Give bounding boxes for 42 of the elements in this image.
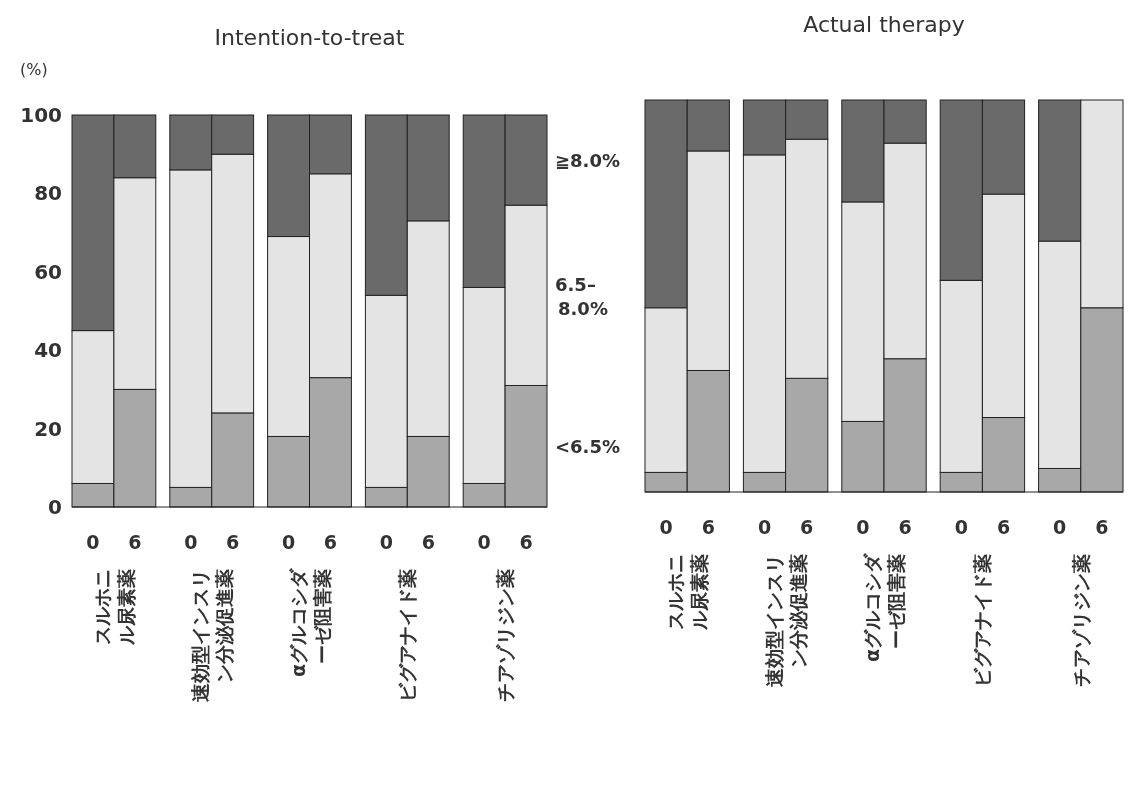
x-tick-label: 0: [757, 516, 772, 538]
x-tick-label: 0: [1053, 516, 1067, 538]
series-label: 6.5–8.0%: [555, 273, 608, 319]
x-tick-label: 6: [898, 516, 912, 538]
x-tick-label: 0: [379, 531, 393, 553]
series-label: ≧8.0%: [555, 149, 621, 171]
x-tick-label: 6: [519, 531, 533, 553]
text: スルホニル尿素薬: [664, 554, 711, 631]
x-tick-label: 6: [421, 531, 435, 553]
x-tick-label: 6: [800, 516, 814, 538]
x-tick-label: 6: [1095, 516, 1109, 538]
text: ビグアナイド薬: [396, 569, 419, 702]
text: αグルコシダーゼ阻害薬: [861, 553, 907, 663]
text: 速効型インスリン分泌促進薬: [188, 569, 235, 702]
x-tick-label: 6: [701, 516, 715, 538]
x-tick-label: 0: [281, 531, 296, 553]
text: 速効型インスリン分泌促進薬: [762, 554, 809, 687]
text: チアゾリジン薬: [494, 569, 517, 702]
series-label: <6.5%: [555, 435, 621, 457]
x-tick-label: 6: [226, 531, 240, 553]
y-axis-title: (%): [20, 60, 48, 79]
y-tick-label: 0: [48, 495, 62, 519]
chart-title: Actual therapy: [803, 12, 965, 37]
x-tick-label: 0: [659, 516, 673, 538]
x-tick-label: 0: [477, 531, 491, 553]
y-tick-label: 80: [34, 181, 62, 206]
y-tick-label: 40: [34, 338, 62, 363]
x-tick-label: 0: [86, 531, 100, 553]
y-tick-label: 100: [20, 103, 62, 127]
x-tick-label: 6: [323, 531, 338, 553]
text: αグルコシダーゼ阻害薬: [286, 568, 333, 678]
y-tick-label: 20: [34, 416, 62, 441]
y-tick-label: 60: [34, 259, 62, 284]
x-tick-label: 6: [996, 516, 1011, 538]
x-tick-label: 6: [128, 531, 142, 553]
chart-title: Intention-to-treat: [214, 25, 405, 50]
x-tick-label: 0: [856, 516, 870, 538]
x-tick-label: 0: [954, 516, 968, 538]
text: チアゾリジン薬: [1069, 554, 1092, 687]
text: スルホニル尿素薬: [90, 569, 137, 646]
x-tick-label: 0: [184, 531, 198, 553]
text: ビグアナイド薬: [971, 554, 994, 687]
